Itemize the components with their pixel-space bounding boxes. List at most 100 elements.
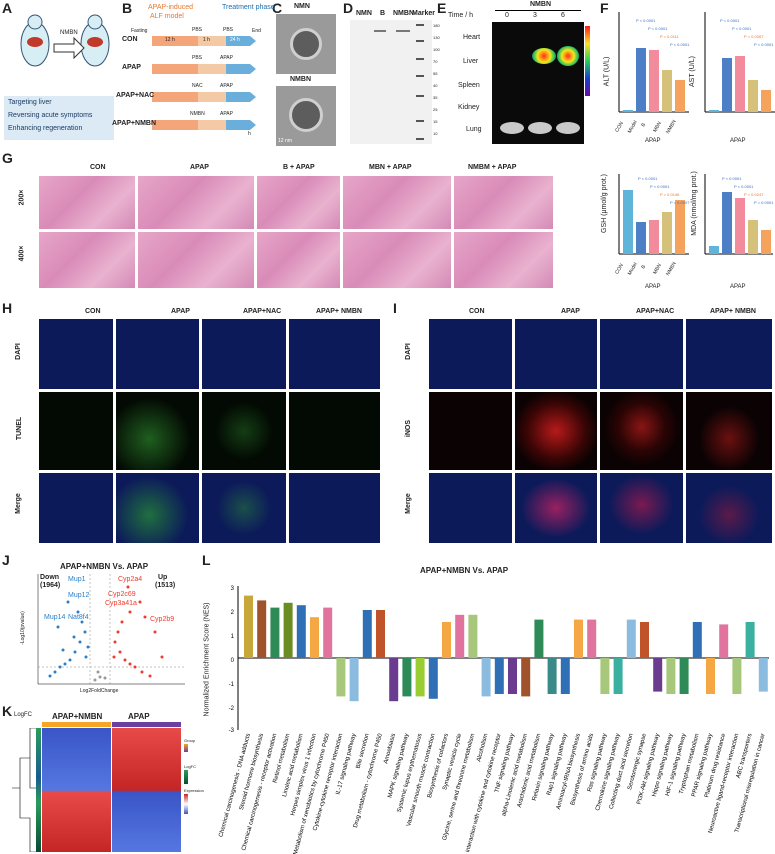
nes-bar [481,658,491,697]
g-p-mda-3: P = 0.0247 [744,192,764,197]
k-legend-logfc: LogFC [184,764,197,769]
k-group-bar-nmbn [42,722,111,727]
i-merge-apap [514,472,598,544]
j-volcano-plot [37,574,185,685]
j-gene-nat8f4: Nat8f4 [68,614,89,621]
h-tunel-con [38,391,114,471]
he-200-nmbm [453,175,554,230]
nes-pathway-label: Bile secretion [356,733,371,769]
panel-label-g: G [2,150,13,166]
svg-text:3: 3 [231,586,235,592]
h-merge-nmbn [288,472,381,544]
e-time-0: 0 [505,12,509,19]
b-end: End [252,28,261,34]
g-p-gsh-2: P < 0.0001 [650,184,670,189]
g-mda-label: MDA (nmol/mg prot.) [690,171,698,236]
d-lane-b: B [380,10,386,17]
f-p-ast-3: P = 0.0267 [744,34,764,39]
k-logfc-strip [36,728,41,852]
f-ast-label: AST (U/L) [689,56,696,87]
e-organ-heart: Heart [463,34,481,41]
g-col-mbn-apap: MBN + APAP [369,164,412,171]
j-down-n: (1964) [40,582,61,589]
summary-box: Targeting liver Reversing acute symptoms… [4,96,114,140]
svg-text:0: 0 [231,658,235,664]
f-p-alt-4: P < 0.0001 [670,42,690,47]
i-inos-con [428,391,513,471]
sds-gel [350,20,432,144]
nes-bar [257,600,267,658]
i-dapi-nmbn [685,318,773,390]
nes-bar [442,622,451,658]
b-apap-2: APAP [220,83,233,89]
nes-bar [745,622,755,658]
panel-label-d: D [343,0,354,16]
nes-bar [534,619,544,658]
nes-pathway-label: Transcriptional misregulation in cancer [734,733,766,834]
e-title: NMBN [530,1,551,8]
i-dapi-nac [599,318,684,390]
nes-bar [560,658,570,694]
g-p-gsh-1: P < 0.0001 [638,176,658,181]
nmbn-arrow-label: NMBN [60,30,78,36]
b-pbs-1: PBS [192,27,203,33]
g-col-con: CON [90,164,106,171]
f-p-alt-1: P < 0.0001 [636,18,656,23]
svg-text:-1: -1 [229,682,235,688]
i-row-merge: Merge [404,493,412,514]
nes-bar [692,622,702,658]
i-col-con: CON [469,308,485,315]
k-dendrogram [12,728,38,852]
i-merge-nmbn [685,472,773,544]
h-merge-apap [115,472,200,544]
k-heatmap-apap [112,728,181,852]
he-400-nmbm [453,231,554,289]
nes-bar [613,658,623,694]
g-bar-charts [618,174,773,255]
b-pbs-3: PBS [192,55,203,61]
he-200-con [38,175,136,230]
k-logfc: LogFC [14,712,33,718]
b-t1: 12 h [165,37,175,43]
h-row-tunel: TUNEL [16,416,24,441]
tem-nmbn: 12 nm [276,86,336,146]
he-200-mbn [342,175,452,230]
nes-bar [455,614,465,658]
c-top-label: NMN [294,3,310,10]
h-row-merge: Merge [14,493,22,514]
nes-bar [587,619,597,658]
g-row-200: 200× [18,189,26,206]
nes-bar [323,607,333,658]
b-nac: NAC [192,83,203,89]
b-header3: Treatment phase [222,4,275,11]
nes-bar [706,658,715,694]
b-group-nmbn: APAP+NMBN [112,120,157,127]
nes-bar [574,619,583,658]
b-nmbn: NMBN [190,111,205,117]
nes-bar [653,658,663,692]
f-p-alt-3: P = 0.0111 [660,34,679,39]
colorbar [585,26,590,96]
j-gene-cyp2c69: Cyp2c69 [108,591,136,598]
he-400-con [38,231,136,289]
i-merge-con [428,472,513,544]
b-unit: h [248,131,251,137]
nes-bar [600,658,610,694]
j-gene-mup14: Mup14 [44,614,66,621]
b-group-apap: APAP [122,64,141,71]
i-inos-nmbn [685,391,773,471]
h-col-apap: APAP [171,308,190,315]
nes-bar [310,617,319,658]
g-col-apap: APAP [190,164,209,171]
nes-pathway-label: Amoebiasis [383,733,397,765]
i-row-inos: iNOS [405,419,413,438]
k-legend-group: Group [184,738,196,743]
panel-label-k: K [2,703,13,719]
g-p-mda-2: P < 0.0001 [734,184,754,189]
h-tunel-nac [201,391,287,471]
svg-text:-2: -2 [229,706,235,712]
ivis-image [492,22,584,144]
panel-label-b: B [122,0,133,16]
panel-label-f: F [600,0,609,16]
